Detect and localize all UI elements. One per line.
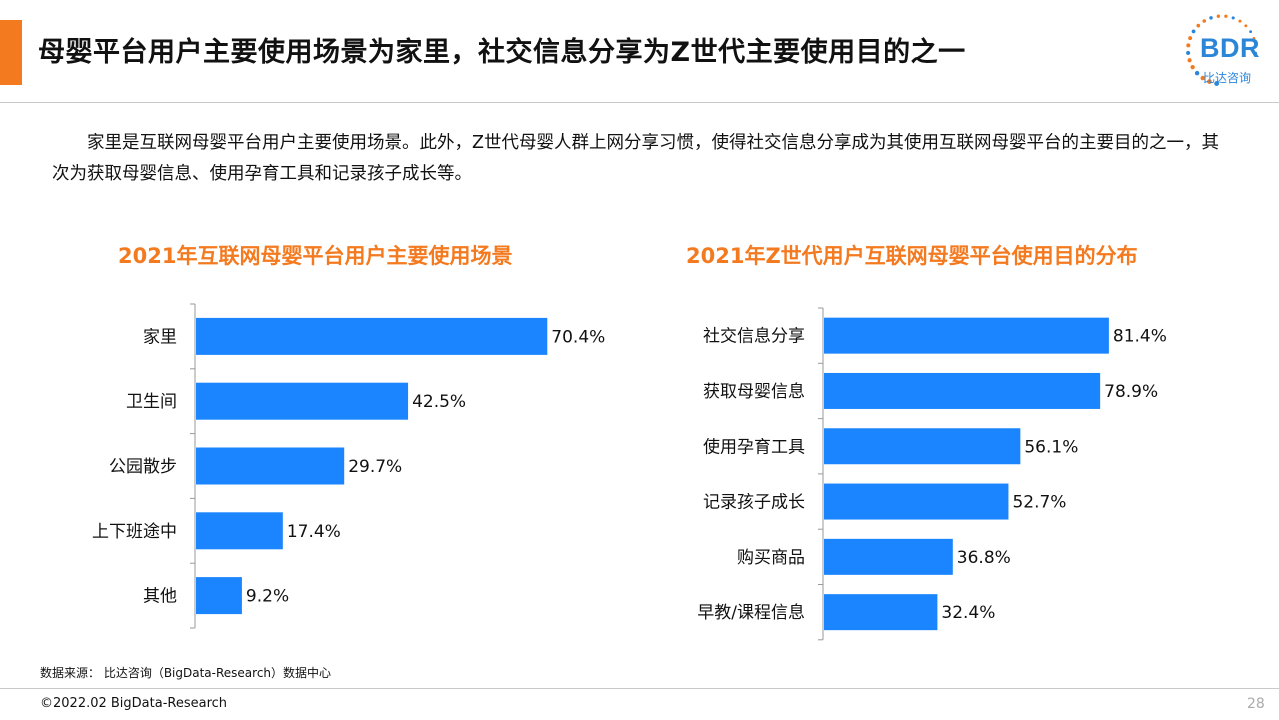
chart0-data-label: 9.2% (246, 587, 289, 607)
copyright: ©2022.02 BigData-Research (40, 696, 228, 711)
chart1-bar (824, 538, 953, 575)
chart1-category-label: 使用孕育工具 (703, 436, 805, 457)
chart1-category-label: 社交信息分享 (703, 327, 805, 347)
chart1-data-label: 36.8% (957, 548, 1011, 568)
chart0-category-label: 家里 (143, 327, 177, 347)
chart1-category-label: 早教/课程信息 (697, 603, 805, 623)
chart0-bar (196, 317, 548, 355)
chart1-bar (824, 594, 938, 631)
data-source: 数据来源： 比达咨询（BigData-Research）数据中心 (40, 666, 332, 680)
chart0-bar (196, 382, 409, 420)
chart1-category-label: 获取母婴信息 (703, 382, 805, 402)
chart0-category-label: 上下班途中 (92, 522, 177, 542)
chart1-data-label: 81.4% (1113, 327, 1167, 347)
bdr-logo: BDR 比达咨询 (1180, 10, 1264, 92)
footer-divider (0, 688, 1279, 689)
header-divider (0, 102, 1279, 103)
chart1-bar (824, 428, 1021, 465)
chart1-title: 2021年互联网母婴平台用户主要使用场景 (118, 244, 513, 268)
title-accent-bar (0, 20, 22, 85)
chart0-category-label: 卫生间 (126, 392, 177, 412)
intro-paragraph: 家里是互联网母婴平台用户主要使用场景。此外，Z世代母婴人群上网分享习惯，使得社交… (52, 133, 1219, 184)
chart0-data-label: 17.4% (287, 522, 341, 542)
chart0-data-label: 70.4% (551, 327, 605, 347)
chart0-bar (196, 447, 345, 485)
logo-text: BDR (1200, 33, 1260, 63)
chart1-bar (824, 317, 1109, 354)
chart1-bar (824, 372, 1101, 409)
chart0-bar (196, 577, 242, 615)
chart1-data-label: 32.4% (941, 603, 995, 623)
chart1-data-label: 52.7% (1012, 493, 1066, 513)
chart0-category-label: 公园散步 (109, 457, 177, 477)
chart0-category-label: 其他 (143, 587, 177, 607)
page-title: 母婴平台用户主要使用场景为家里，社交信息分享为Z世代主要使用目的之一 (38, 37, 966, 68)
usage-purpose-bar-chart: 社交信息分享 81.4% 获取母婴信息 78.9% 使用孕育工具 56.1% 记录孩子成长 5… (697, 307, 1167, 641)
chart0-data-label: 29.7% (348, 457, 402, 477)
chart1-data-label: 78.9% (1104, 382, 1158, 402)
chart2-title: 2021年Z世代用户互联网母婴平台使用目的分布 (686, 244, 1138, 268)
page-number: 28 (1247, 696, 1265, 712)
logo-ring-icon (1186, 14, 1258, 86)
chart0-bar (196, 512, 283, 550)
usage-scene-bar-chart: 家里 70.4% 卫生间 42.5% 公园散步 29.7% 上下班途中 17.4% 其他 9.2% (92, 303, 605, 629)
chart1-bar (824, 483, 1009, 520)
chart1-category-label: 购买商品 (737, 548, 805, 568)
chart1-data-label: 56.1% (1024, 437, 1078, 457)
logo-subtitle: 比达咨询 (1203, 71, 1252, 85)
chart1-category-label: 记录孩子成长 (703, 493, 805, 513)
chart0-data-label: 42.5% (412, 392, 466, 412)
